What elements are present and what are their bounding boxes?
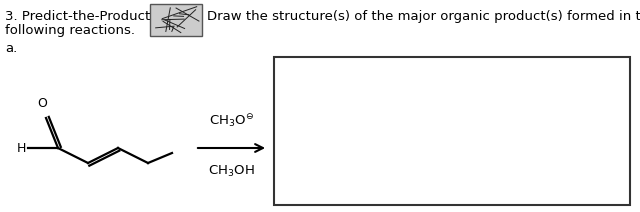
Text: 3. Predict-the-Product: 3. Predict-the-Product (5, 10, 150, 23)
Text: a.: a. (5, 42, 17, 55)
Text: CH$_3$OH: CH$_3$OH (208, 164, 255, 179)
Bar (150, 4, 202, 36)
Text: H: H (17, 141, 26, 155)
Text: Draw the structure(s) of the major organic product(s) formed in the: Draw the structure(s) of the major organ… (207, 10, 640, 23)
Text: CH$_3$O$^{\ominus}$: CH$_3$O$^{\ominus}$ (209, 113, 254, 130)
Text: following reactions.: following reactions. (5, 24, 135, 37)
Text: O: O (37, 97, 47, 110)
Bar (274, 57, 630, 205)
